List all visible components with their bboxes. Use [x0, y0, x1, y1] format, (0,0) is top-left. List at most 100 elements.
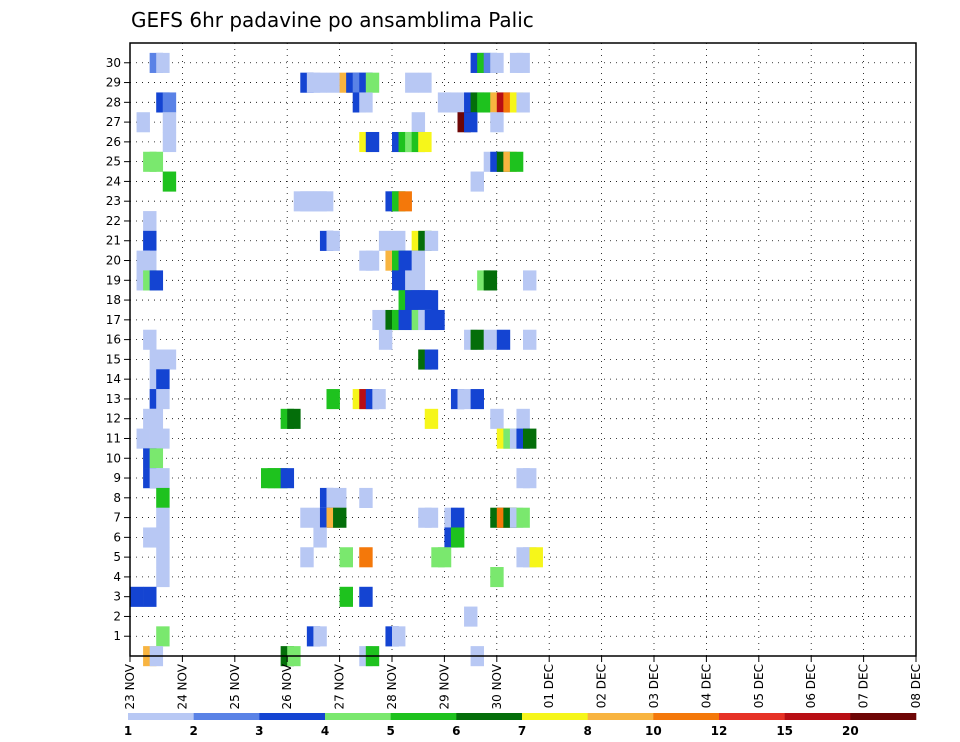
colorbar-label: 7	[518, 724, 526, 738]
x-tick-label: 27 NOV	[333, 663, 347, 709]
precip-cell	[392, 626, 406, 647]
precip-cell	[156, 52, 170, 73]
y-tick-label: 15	[106, 352, 121, 366]
precip-cell	[339, 547, 353, 568]
colorbar-segment	[259, 713, 326, 720]
precip-cell	[424, 349, 439, 370]
precip-cell	[156, 567, 170, 588]
precip-cell	[365, 250, 380, 271]
colorbar-label: 1	[124, 724, 132, 738]
precip-cell	[156, 547, 170, 568]
colorbar-segment	[653, 713, 720, 720]
precip-cell	[392, 230, 406, 251]
precip-cell	[136, 428, 150, 449]
colorbar: 1 2 3 4 5 6 7 8 10 12 15 20	[124, 713, 917, 738]
precip-cell	[359, 487, 373, 508]
y-tick-label: 23	[106, 194, 121, 208]
colorbar-label: 8	[583, 724, 591, 738]
precip-cell	[162, 171, 177, 192]
y-tick-label: 7	[113, 511, 121, 525]
precip-cell	[398, 191, 412, 212]
precip-cell	[496, 329, 511, 350]
precip-cell	[365, 72, 380, 93]
colorbar-segment	[325, 713, 391, 720]
y-tick-label: 17	[106, 313, 121, 327]
precip-cell	[143, 211, 157, 232]
precip-cell	[372, 389, 386, 410]
colorbar-segment	[456, 713, 523, 720]
precip-cell	[143, 586, 157, 607]
precip-cell	[300, 507, 314, 528]
precip-cell	[516, 507, 530, 528]
y-tick-label: 24	[106, 174, 121, 188]
chart-title: GEFS 6hr padavine po ansamblima Palic	[131, 8, 534, 32]
precip-cell	[529, 547, 543, 568]
y-tick-label: 18	[106, 293, 121, 307]
precip-cell	[156, 369, 170, 390]
precip-cell	[162, 131, 177, 153]
precip-cell	[156, 527, 170, 548]
precip-cell	[378, 230, 393, 251]
precip-cell	[490, 408, 504, 429]
heatmap-cells	[130, 52, 543, 667]
precip-cell	[483, 329, 498, 350]
x-tick-label: 01 DEC	[542, 664, 556, 708]
x-tick-label: 29 NOV	[437, 663, 451, 709]
x-tick-label: 06 DEC	[804, 664, 818, 708]
precip-cell	[326, 72, 340, 93]
precip-cell	[359, 586, 373, 607]
y-tick-label: 12	[106, 412, 121, 426]
colorbar-label: 10	[645, 724, 662, 738]
colorbar-segment	[193, 713, 260, 720]
precip-cell	[516, 408, 530, 429]
colorbar-label: 15	[776, 724, 793, 738]
y-tick-label: 4	[113, 570, 121, 584]
precip-cell	[424, 290, 439, 311]
x-tick-label: 25 NOV	[228, 663, 242, 709]
y-tick-label: 16	[106, 333, 121, 347]
y-tick-label: 8	[113, 491, 121, 505]
precip-cell	[424, 230, 439, 251]
precip-cell	[516, 92, 530, 113]
precip-cell	[149, 448, 164, 469]
x-tick-label: 02 DEC	[595, 664, 609, 708]
y-tick-label: 21	[106, 234, 121, 248]
precip-cell	[326, 230, 340, 251]
precip-cell	[450, 507, 465, 528]
precip-cell	[418, 131, 432, 153]
x-axis: 23 NOV 24 NOV 25 NOV 26 NOV 27 NOV 28 NOV 29 N…	[123, 656, 923, 710]
colorbar-segment	[719, 713, 785, 720]
precip-cell	[156, 428, 170, 449]
precip-cell	[483, 270, 498, 291]
precip-cell	[287, 408, 301, 429]
precip-cell	[359, 92, 373, 113]
precip-cell	[143, 230, 157, 251]
precip-cell	[130, 586, 144, 607]
y-tick-label: 22	[106, 214, 121, 228]
precip-cell	[143, 250, 157, 271]
precip-cell	[136, 112, 150, 133]
colorbar-segment	[784, 713, 851, 720]
precip-cell	[333, 507, 347, 528]
precip-cell	[523, 468, 537, 489]
y-tick-label: 6	[113, 530, 121, 544]
precip-cell	[457, 389, 471, 410]
x-tick-label: 05 DEC	[752, 664, 766, 708]
y-tick-label: 20	[106, 254, 121, 268]
precip-cell	[437, 547, 452, 568]
colorbar-label: 20	[842, 724, 859, 738]
precip-cell	[313, 527, 327, 548]
colorbar-label: 12	[711, 724, 728, 738]
precip-cell	[464, 606, 478, 627]
precip-cell	[490, 112, 504, 133]
precip-cell	[162, 92, 177, 113]
colorbar-segment	[128, 713, 194, 720]
precip-cell	[464, 112, 478, 133]
precip-cell	[156, 507, 170, 528]
precip-cell	[359, 547, 373, 568]
x-tick-label: 30 NOV	[490, 663, 504, 709]
y-tick-label: 26	[106, 135, 121, 149]
colorbar-segment	[850, 713, 917, 720]
precip-cell	[319, 191, 334, 212]
